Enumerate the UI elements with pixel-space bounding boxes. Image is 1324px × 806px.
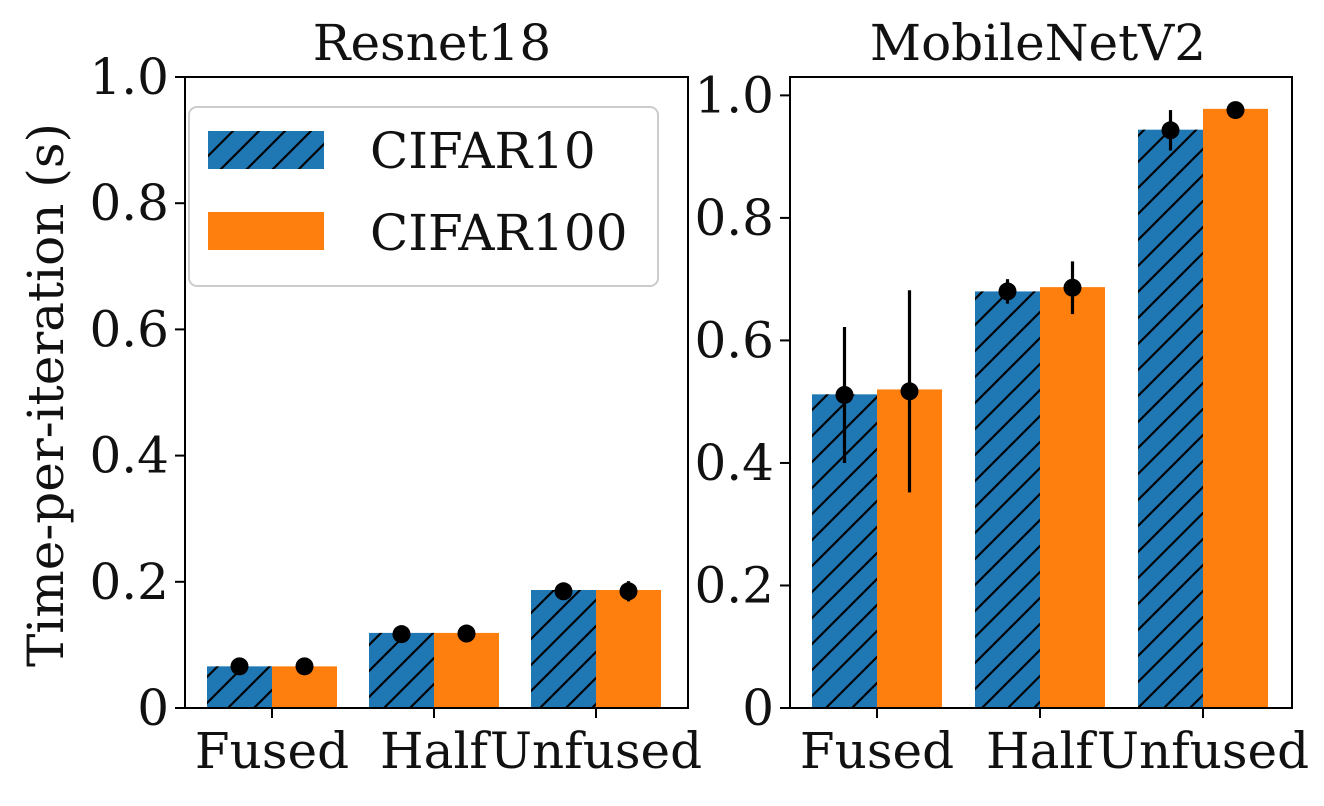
y-axis-label: Time-per-iteration (s) bbox=[17, 123, 75, 667]
bar-hatch-cifar10-unfused bbox=[531, 590, 596, 708]
y-tick-label-1: 0.2 bbox=[694, 556, 774, 614]
y-tick-label-1: 0.2 bbox=[89, 553, 169, 611]
legend-swatch-cifar100 bbox=[208, 212, 324, 250]
panel-mobilenetv2: Fused Half Unfused 0 0.2 0.4 0.6 0.8 1.0 MobileNe… bbox=[694, 14, 1309, 780]
mean-marker-cifar100-half bbox=[1063, 278, 1082, 297]
x-tick-label-fused: Fused bbox=[195, 722, 349, 780]
x-tick-label-half: Half bbox=[380, 722, 491, 780]
mean-marker-cifar10-unfused bbox=[554, 582, 573, 601]
bar-hatch-cifar10-half bbox=[975, 291, 1040, 708]
mean-marker-cifar10-fused bbox=[835, 385, 854, 404]
mean-marker-cifar10-half bbox=[392, 625, 411, 644]
y-tick-label-5: 1.0 bbox=[694, 66, 774, 124]
y-tick-label-3: 0.6 bbox=[89, 300, 169, 358]
plot-frame bbox=[789, 76, 1293, 709]
mean-marker-cifar10-fused bbox=[230, 657, 249, 676]
y-tick-label-2: 0.4 bbox=[694, 434, 774, 492]
mean-marker-cifar100-fused bbox=[900, 382, 919, 401]
legend: CIFAR10 CIFAR100 bbox=[188, 106, 659, 287]
mean-marker-cifar100-fused bbox=[295, 657, 314, 676]
bar-hatch-cifar10-half bbox=[369, 632, 434, 708]
mean-marker-cifar10-unfused bbox=[1161, 121, 1180, 140]
bar-cifar100-unfused bbox=[1203, 108, 1268, 708]
x-tick-label-unfused: Unfused bbox=[1097, 722, 1309, 780]
chart-title: MobileNetV2 bbox=[870, 14, 1206, 72]
x-tick-label-fused: Fused bbox=[800, 722, 954, 780]
bar-cifar100-half bbox=[434, 632, 499, 708]
legend-label-cifar100: CIFAR100 bbox=[370, 204, 628, 262]
mean-marker-cifar100-unfused bbox=[1226, 101, 1245, 120]
x-tick-label-unfused: Unfused bbox=[490, 722, 702, 780]
mean-marker-cifar100-unfused bbox=[619, 582, 638, 601]
legend-label-cifar10: CIFAR10 bbox=[370, 122, 596, 180]
y-tick-label-2: 0.4 bbox=[89, 427, 169, 485]
y-tick-label-3: 0.6 bbox=[694, 311, 774, 369]
legend-swatch-cifar10-hatch bbox=[208, 131, 324, 169]
bar-cifar100-unfused bbox=[596, 590, 661, 708]
bar-hatch-cifar10-unfused bbox=[1138, 129, 1203, 709]
chart-title: Resnet18 bbox=[313, 14, 551, 72]
x-tick-label-half: Half bbox=[986, 722, 1097, 780]
bar-cifar100-half bbox=[1040, 287, 1105, 708]
mean-marker-cifar10-half bbox=[998, 282, 1017, 301]
panel-resnet18: Fused Half Unfused 0 0.2 0.4 0.6 0.8 1.0 Resnet18 bbox=[89, 14, 702, 780]
y-tick-label-0: 0 bbox=[137, 679, 169, 737]
y-tick-label-4: 0.8 bbox=[694, 189, 774, 247]
y-tick-label-4: 0.8 bbox=[89, 174, 169, 232]
plot-frame bbox=[184, 76, 689, 709]
y-tick-label-0: 0 bbox=[742, 679, 774, 737]
mean-marker-cifar100-half bbox=[457, 624, 476, 643]
y-tick-label-5: 1.0 bbox=[89, 48, 169, 106]
